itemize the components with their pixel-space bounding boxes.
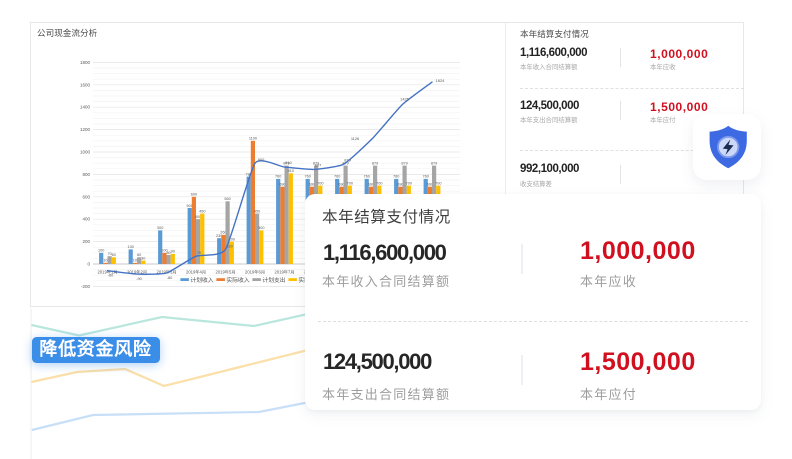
svg-text:690: 690 (368, 183, 374, 187)
svg-text:879: 879 (372, 161, 378, 165)
svg-text:810: 810 (288, 169, 294, 173)
svg-text:1100: 1100 (249, 137, 257, 141)
svg-text:450: 450 (199, 209, 205, 213)
svg-text:230: 230 (216, 234, 222, 238)
svg-text:760: 760 (305, 175, 311, 179)
svg-text:计划收入: 计划收入 (190, 276, 213, 284)
svg-text:690: 690 (338, 183, 344, 187)
svg-text:760: 760 (275, 175, 281, 179)
svg-text:400: 400 (195, 215, 201, 219)
svg-text:700: 700 (347, 181, 353, 185)
svg-text:690: 690 (279, 183, 285, 187)
svg-text:130: 130 (226, 243, 233, 248)
svg-text:1400: 1400 (80, 105, 91, 110)
svg-text:760: 760 (393, 175, 399, 179)
svg-text:700: 700 (406, 181, 412, 185)
svg-text:2019年7月: 2019年7月 (274, 269, 294, 276)
svg-text:100: 100 (98, 249, 104, 253)
svg-text:700: 700 (435, 181, 441, 185)
svg-text:10: 10 (103, 259, 107, 263)
svg-text:30: 30 (141, 256, 145, 260)
svg-text:-200: -200 (81, 284, 91, 289)
svg-text:879: 879 (401, 161, 407, 165)
svg-text:-80: -80 (167, 275, 173, 280)
svg-text:760: 760 (423, 175, 429, 179)
svg-text:900: 900 (258, 157, 265, 162)
svg-text:2019年2月: 2019年2月 (127, 269, 147, 276)
svg-text:500: 500 (187, 204, 193, 208)
svg-text:700: 700 (376, 181, 382, 185)
svg-text:300: 300 (258, 226, 264, 230)
svg-text:700: 700 (317, 181, 323, 185)
svg-text:2019年1月: 2019年1月 (97, 269, 117, 276)
svg-text:600: 600 (191, 193, 197, 197)
svg-text:130: 130 (128, 245, 134, 249)
svg-text:879: 879 (283, 161, 289, 165)
svg-text:1200: 1200 (80, 127, 91, 132)
svg-text:450: 450 (254, 209, 260, 213)
svg-text:200: 200 (229, 237, 235, 241)
svg-text:200: 200 (82, 239, 90, 244)
svg-text:2019年3月: 2019年3月 (156, 269, 176, 276)
svg-text:690: 690 (309, 183, 315, 187)
svg-text:100: 100 (161, 249, 167, 253)
svg-text:90: 90 (171, 250, 175, 254)
svg-text:760: 760 (364, 175, 370, 179)
svg-text:1800: 1800 (80, 60, 91, 65)
svg-text:60: 60 (137, 253, 141, 257)
svg-text:600: 600 (82, 194, 90, 199)
svg-text:879: 879 (344, 157, 351, 162)
svg-text:2019年4月: 2019年4月 (186, 269, 206, 276)
svg-text:780: 780 (246, 172, 252, 176)
svg-text:260: 260 (220, 231, 226, 235)
svg-text:800: 800 (82, 172, 90, 177)
svg-text:1000: 1000 (80, 150, 91, 155)
svg-text:-60: -60 (108, 273, 114, 278)
svg-text:计划支出: 计划支出 (262, 276, 285, 284)
svg-text:80: 80 (166, 251, 170, 255)
svg-text:807: 807 (315, 162, 322, 167)
svg-text:0: 0 (87, 262, 90, 267)
svg-text:实际收入: 实际收入 (226, 276, 249, 284)
svg-text:70: 70 (107, 252, 111, 256)
svg-text:300: 300 (157, 226, 163, 230)
svg-text:1425: 1425 (400, 96, 409, 101)
svg-text:879: 879 (313, 161, 319, 165)
svg-text:2019年5月: 2019年5月 (215, 269, 235, 276)
svg-text:810: 810 (285, 160, 292, 165)
svg-text:1624: 1624 (436, 78, 445, 83)
svg-text:690: 690 (427, 183, 433, 187)
svg-text:879: 879 (431, 161, 437, 165)
svg-text:1600: 1600 (80, 82, 91, 87)
svg-text:70: 70 (197, 250, 202, 255)
svg-text:2019年6月: 2019年6月 (245, 269, 265, 276)
svg-text:560: 560 (224, 197, 230, 201)
svg-text:760: 760 (334, 175, 340, 179)
svg-text:1126: 1126 (351, 136, 359, 141)
svg-text:690: 690 (397, 183, 403, 187)
svg-text:60: 60 (112, 253, 116, 257)
svg-text:400: 400 (82, 217, 90, 222)
svg-text:10: 10 (133, 259, 137, 263)
svg-text:-90: -90 (136, 276, 142, 281)
